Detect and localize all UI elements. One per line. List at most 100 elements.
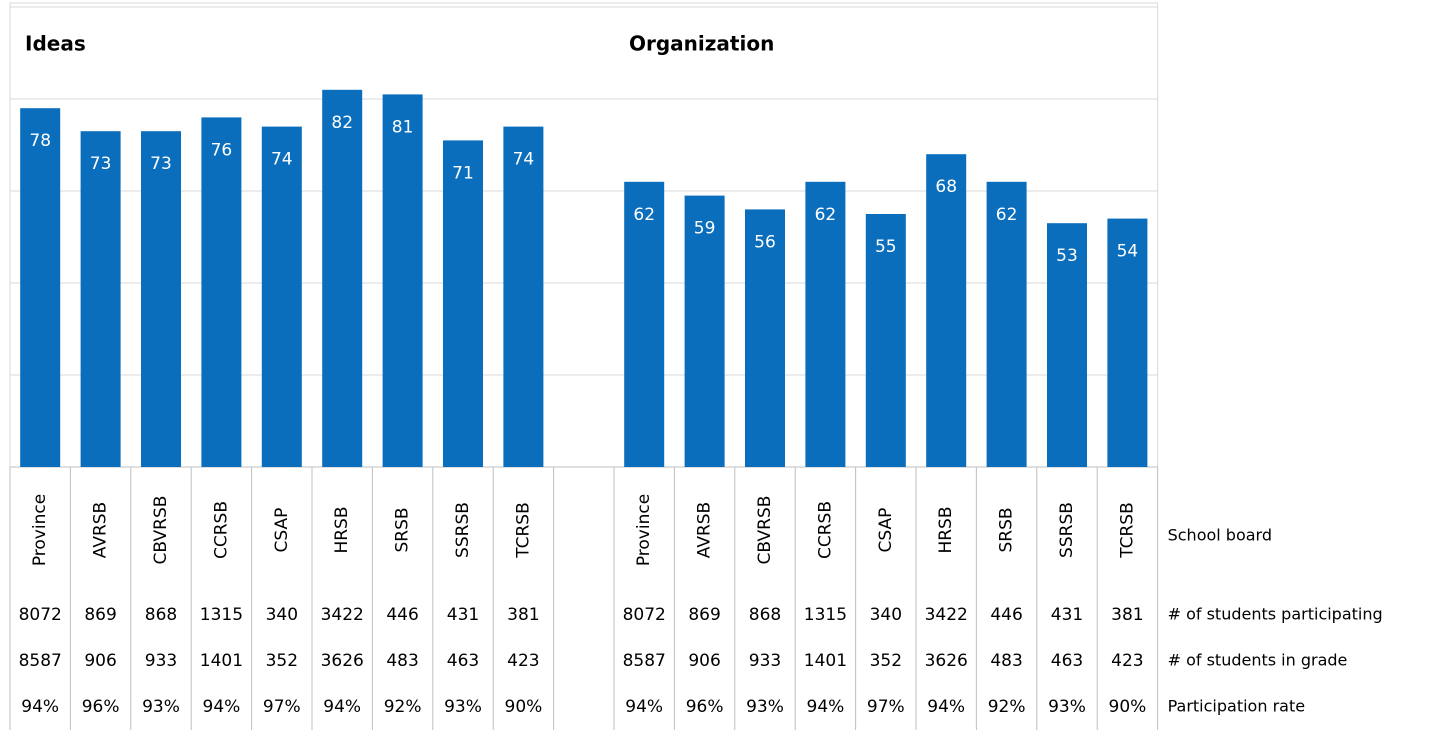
table-cell: 3626 <box>321 651 364 671</box>
x-tick-label: CSAP <box>876 508 896 553</box>
panel-title: Organization <box>629 32 774 56</box>
table-cell: 94% <box>927 697 965 717</box>
table-cell: 352 <box>870 651 902 671</box>
table-cell: 906 <box>84 651 116 671</box>
bar <box>745 209 785 467</box>
table-cell: 381 <box>507 605 539 625</box>
data-label: 71 <box>452 163 474 183</box>
table-cell: 94% <box>807 697 845 717</box>
bar <box>986 181 1027 468</box>
table-cell: 1401 <box>200 651 243 671</box>
table-cell: 93% <box>444 697 482 717</box>
table-cell: 340 <box>266 605 298 625</box>
x-tick-label: SSRSB <box>1057 502 1077 558</box>
row-label: # of students participating <box>1168 605 1383 624</box>
x-tick-label: Province <box>30 494 50 566</box>
table-cell: 8072 <box>623 605 666 625</box>
table-cell: 483 <box>990 651 1022 671</box>
table-cell: 93% <box>1048 697 1086 717</box>
x-tick-label: TCRSB <box>1117 502 1137 559</box>
x-tick-label: CCRSB <box>815 501 835 559</box>
row-label: Participation rate <box>1168 697 1305 716</box>
bar <box>865 214 906 467</box>
table-cell: 97% <box>263 697 301 717</box>
bar <box>805 181 846 468</box>
table-cell: 869 <box>84 605 116 625</box>
table-cell: 3422 <box>321 605 364 625</box>
data-label: 68 <box>935 177 957 197</box>
bar <box>20 108 61 467</box>
data-label: 62 <box>815 205 837 225</box>
table-cell: 8587 <box>19 651 62 671</box>
table-cell: 96% <box>686 697 724 717</box>
table-cell: 868 <box>749 605 781 625</box>
data-label: 54 <box>1117 242 1139 262</box>
bar <box>624 181 665 468</box>
x-tick-label: CBVRSB <box>755 496 775 565</box>
data-label: 62 <box>996 205 1018 225</box>
bar <box>1107 218 1148 467</box>
table-cell: 352 <box>266 651 298 671</box>
table-cell: 869 <box>688 605 720 625</box>
x-tick-label: AVRSB <box>91 502 111 558</box>
table-cell: 94% <box>21 697 59 717</box>
x-tick-label: CCRSB <box>211 501 231 559</box>
table-cell: 97% <box>867 697 905 717</box>
table-cell: 92% <box>384 697 422 717</box>
row-label: School board <box>1168 526 1272 545</box>
table-cell: 94% <box>323 697 361 717</box>
table-cell: 933 <box>749 651 781 671</box>
table-cell: 93% <box>746 697 784 717</box>
bar <box>261 126 302 467</box>
bar <box>322 89 363 468</box>
table-cell: 463 <box>447 651 479 671</box>
data-label: 78 <box>29 131 51 151</box>
table-cell: 93% <box>142 697 180 717</box>
table-cell: 8072 <box>19 605 62 625</box>
table-cell: 92% <box>988 697 1026 717</box>
table-cell: 3422 <box>925 605 968 625</box>
table-cell: 3626 <box>925 651 968 671</box>
x-tick-label: SRSB <box>997 507 1017 552</box>
table-cell: 94% <box>203 697 241 717</box>
table-cell: 381 <box>1111 605 1143 625</box>
table-cell: 1315 <box>200 605 243 625</box>
row-label: # of students in grade <box>1168 651 1348 670</box>
table-cell: 423 <box>1111 651 1143 671</box>
x-tick-label: TCRSB <box>513 502 533 559</box>
data-label: 53 <box>1056 246 1078 266</box>
table-cell: 446 <box>990 605 1022 625</box>
table-cell: 483 <box>386 651 418 671</box>
table-cell: 1315 <box>804 605 847 625</box>
table-cell: 446 <box>386 605 418 625</box>
table-cell: 340 <box>870 605 902 625</box>
table-cell: 90% <box>1109 697 1147 717</box>
table-cell: 90% <box>505 697 543 717</box>
table-cell: 1401 <box>804 651 847 671</box>
bar <box>443 140 483 467</box>
x-tick-label: Province <box>634 494 654 566</box>
data-label: 82 <box>331 113 353 133</box>
x-tick-label: CSAP <box>272 508 292 553</box>
data-label: 81 <box>392 117 414 137</box>
data-label: 74 <box>513 150 535 170</box>
data-label: 73 <box>150 154 172 174</box>
data-label: 73 <box>90 154 112 174</box>
table-cell: 431 <box>1051 605 1083 625</box>
panel-title: Ideas <box>25 32 86 56</box>
data-label: 56 <box>754 232 776 252</box>
data-label: 74 <box>271 150 293 170</box>
x-tick-label: CBVRSB <box>151 496 171 565</box>
table-cell: 868 <box>145 605 177 625</box>
x-tick-label: SRSB <box>393 507 413 552</box>
bar <box>684 195 725 467</box>
table-cell: 906 <box>688 651 720 671</box>
bar <box>1047 223 1087 467</box>
x-tick-label: HRSB <box>936 506 956 553</box>
x-tick-label: AVRSB <box>695 502 715 558</box>
data-label: 55 <box>875 237 897 257</box>
table-cell: 463 <box>1051 651 1083 671</box>
bar <box>503 126 544 467</box>
bar <box>382 94 423 468</box>
